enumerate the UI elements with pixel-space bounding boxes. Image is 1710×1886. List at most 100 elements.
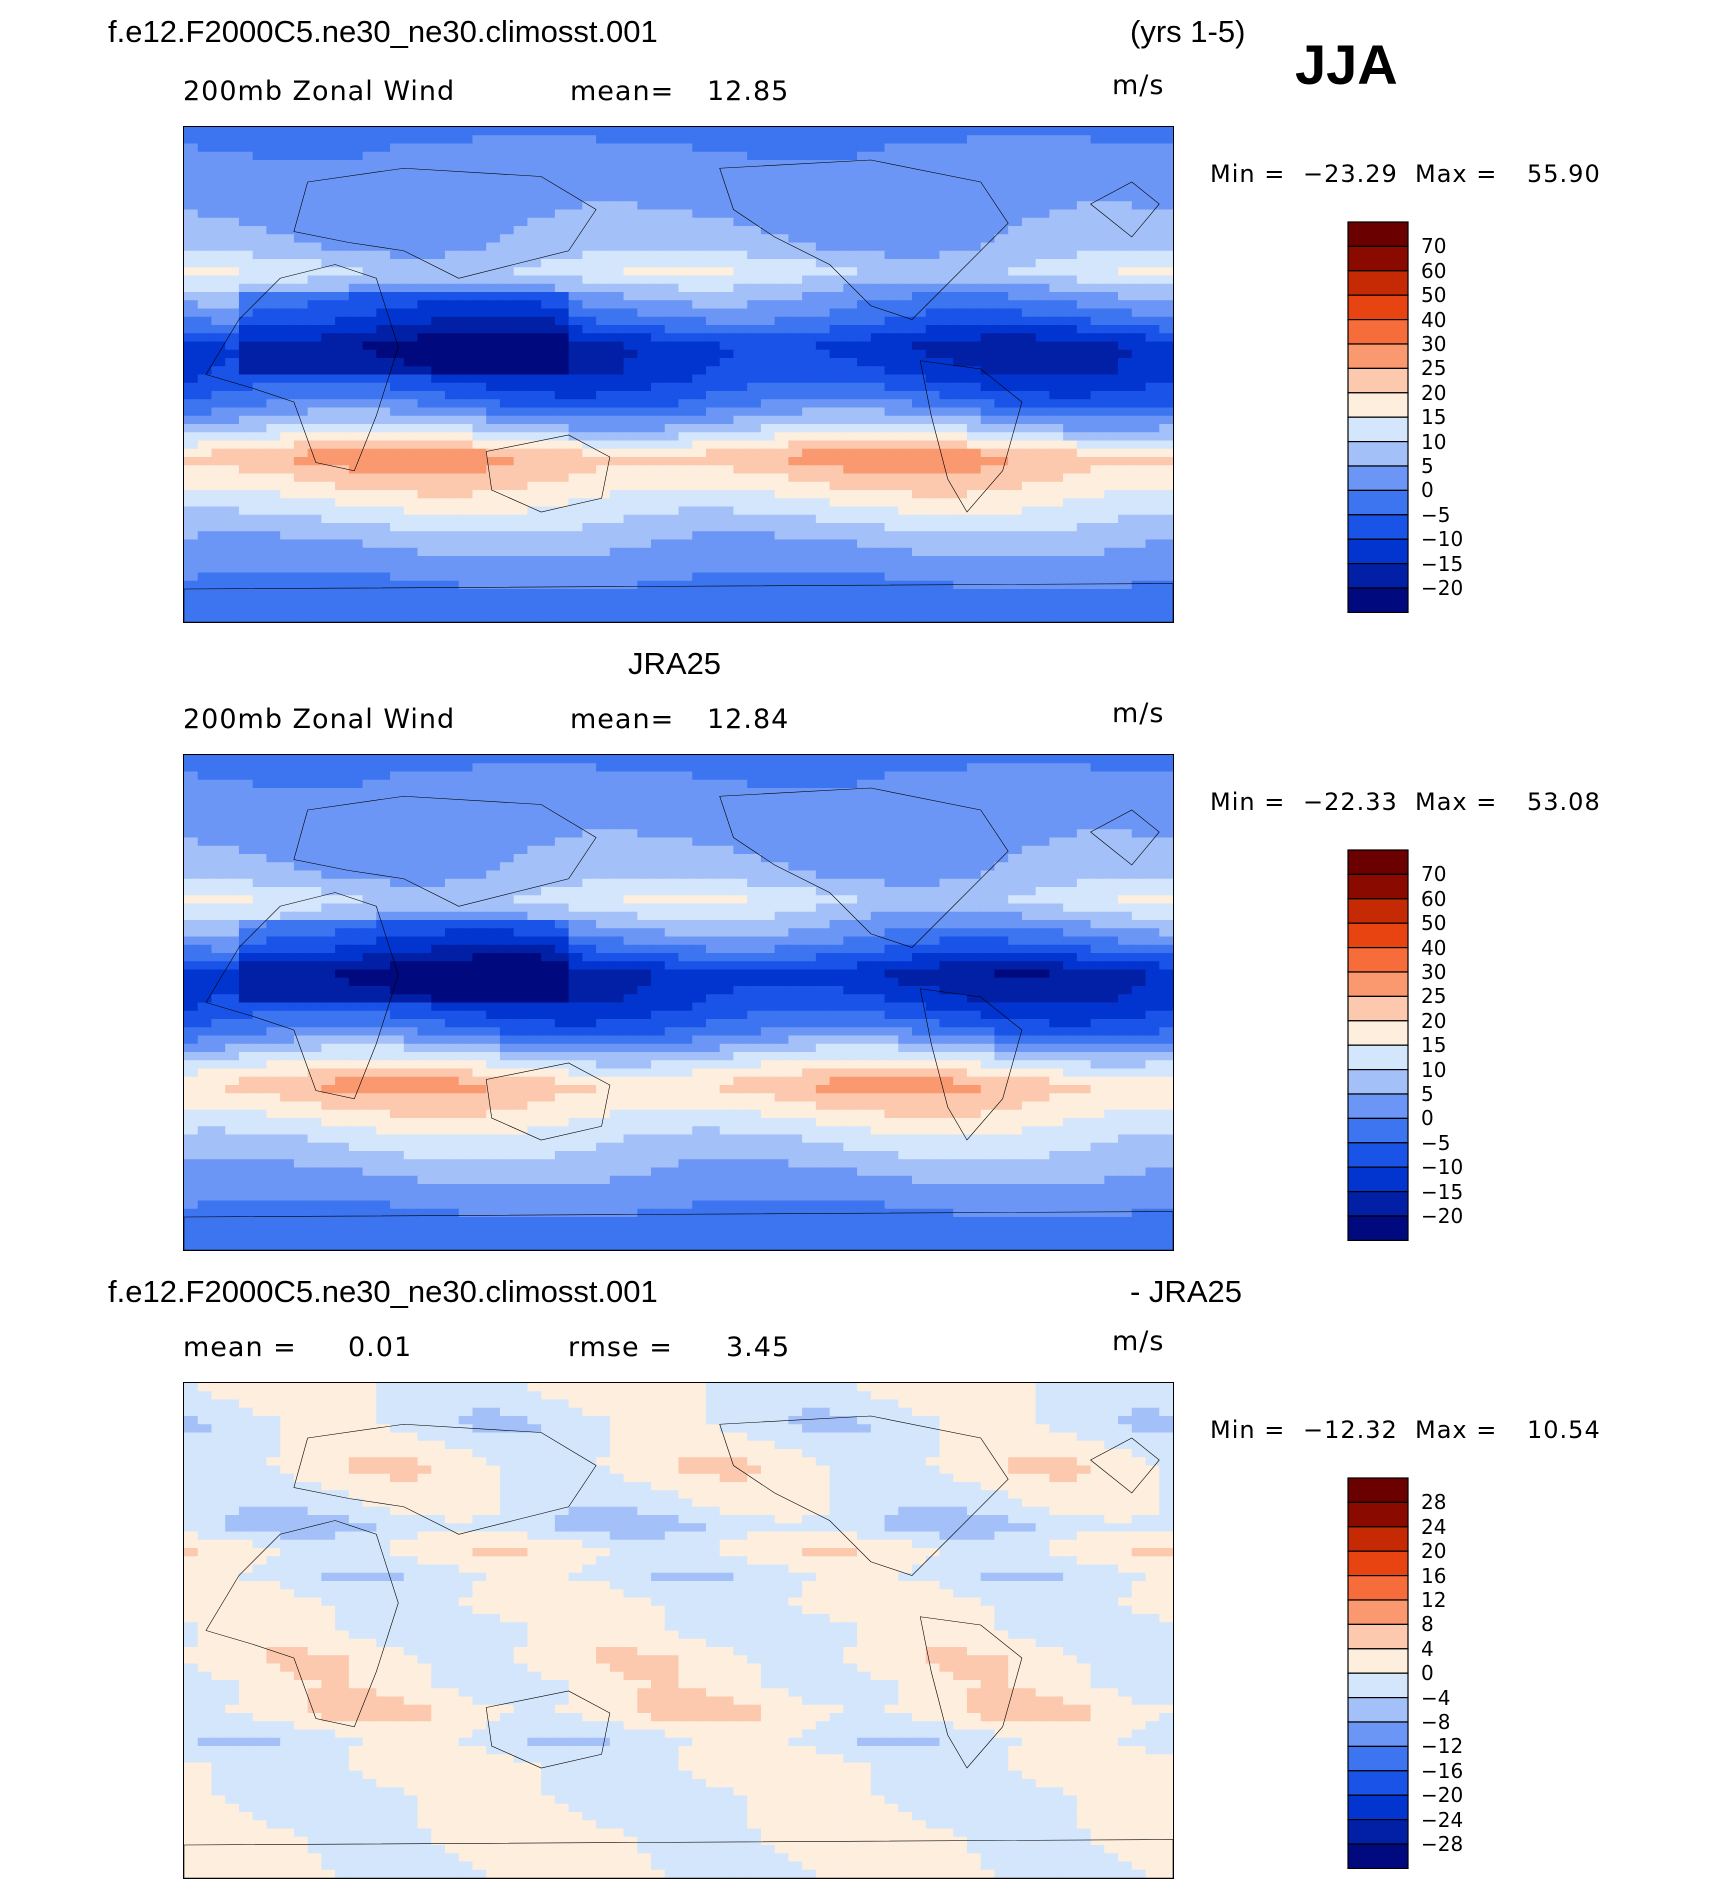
contour-cell [225, 292, 241, 302]
contour-cell [321, 316, 337, 327]
contour-cell [582, 391, 598, 401]
contour-cell [651, 547, 667, 558]
contour-cell [1159, 127, 1173, 137]
contour-cell [376, 440, 392, 451]
contour-cell [280, 226, 296, 236]
contour-cell [266, 193, 282, 203]
contour-cell [733, 605, 749, 616]
contour-cell [898, 796, 914, 806]
contour-cell [321, 448, 337, 459]
contour-cell [307, 481, 323, 492]
contour-cell [527, 250, 543, 261]
contour-cell [692, 424, 708, 434]
contour-cell [815, 201, 831, 211]
contour-cell [266, 821, 282, 831]
contour-cell [472, 250, 488, 261]
contour-cell [541, 341, 557, 352]
contour-cell [1131, 440, 1147, 451]
contour-cell [1118, 382, 1134, 393]
contour-cell [403, 564, 419, 574]
contour-cell [403, 283, 419, 294]
contour-cell [898, 316, 914, 327]
contour-cell [321, 242, 337, 253]
contour-cell [912, 234, 928, 244]
contour-cell [225, 300, 241, 310]
contour-cell [348, 572, 364, 583]
contour-cell [760, 556, 777, 566]
contour-cell [843, 457, 859, 467]
contour-cell [472, 424, 488, 434]
contour-cell [486, 432, 502, 442]
contour-cell [870, 391, 886, 401]
contour-cell [705, 399, 722, 409]
contour-cell [953, 779, 969, 790]
contour-cell [280, 755, 296, 765]
contour-cell [403, 168, 419, 178]
contour-cell [499, 432, 516, 442]
contour-cell [953, 275, 969, 286]
contour-cell [664, 234, 680, 244]
contour-cell [664, 613, 680, 622]
contour-cell [335, 151, 351, 162]
contour-cell [444, 564, 461, 574]
contour-cell [541, 283, 557, 294]
contour-cell [1104, 308, 1120, 319]
contour-cell [857, 135, 873, 145]
contour-cell [211, 523, 227, 533]
contour-cell [774, 325, 790, 335]
contour-cell [774, 506, 790, 517]
contour-cell [953, 755, 969, 765]
contour-cell [444, 506, 461, 517]
contour-cell [994, 193, 1010, 203]
contour-cell [211, 514, 227, 525]
contour-cell [925, 556, 941, 566]
contour-cell [843, 755, 859, 765]
contour-cell [802, 283, 818, 294]
contour-cell [472, 325, 488, 335]
contour-cell [582, 804, 598, 815]
contour-cell [1008, 432, 1024, 442]
contour-cell [815, 465, 831, 475]
contour-cell [1145, 382, 1161, 393]
contour-cell [541, 127, 557, 137]
contour-cell [184, 151, 200, 162]
contour-cell [444, 193, 461, 203]
contour-cell [568, 613, 584, 622]
contour-cell [321, 804, 337, 815]
contour-cell [348, 506, 364, 517]
contour-cell [1049, 415, 1065, 426]
contour-cell [788, 589, 804, 599]
contour-cell [280, 556, 296, 566]
contour-cell [1021, 531, 1038, 541]
contour-cell [335, 788, 351, 798]
contour-cell [472, 399, 488, 409]
contour-cell [266, 597, 282, 607]
contour-cell [802, 193, 818, 203]
contour-cell [939, 804, 955, 815]
contour-cell [1145, 242, 1161, 253]
contour-cell [376, 755, 392, 765]
contour-cell [1049, 391, 1065, 401]
contour-cell [1063, 193, 1079, 203]
contour-cell [362, 613, 378, 622]
contour-cell [321, 143, 337, 154]
contour-cell [623, 160, 639, 170]
contour-cell [321, 514, 337, 525]
contour-cell [705, 234, 722, 244]
contour-cell [431, 589, 447, 599]
contour-cell [266, 143, 282, 154]
contour-cell [1035, 490, 1051, 500]
contour-cell [417, 325, 433, 335]
contour-cell [925, 788, 941, 798]
contour-cell [184, 325, 200, 335]
contour-cell [966, 457, 983, 467]
contour-cell [280, 779, 296, 790]
contour-cell [335, 613, 351, 622]
contour-cell [1104, 316, 1120, 327]
contour-cell [376, 498, 392, 508]
contour-cell [994, 399, 1010, 409]
contour-cell [870, 308, 886, 319]
contour-cell [664, 490, 680, 500]
contour-cell [870, 597, 886, 607]
contour-cell [953, 399, 969, 409]
